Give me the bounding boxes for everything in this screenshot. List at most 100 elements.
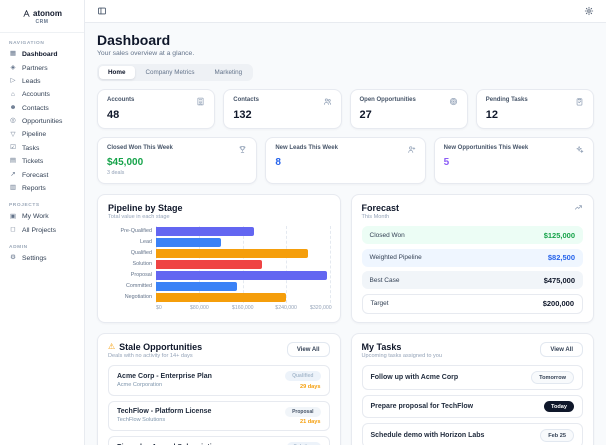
- forecast-subtitle: This Month: [361, 214, 390, 220]
- task-item-schedule-demo[interactable]: Schedule demo with Horizon Labs Feb 25: [361, 423, 583, 445]
- logo-sub: CRM: [35, 19, 49, 25]
- tab-marketing[interactable]: Marketing: [214, 69, 243, 76]
- sidebar-item-all-projects[interactable]: ◻ All Projects: [0, 224, 84, 237]
- due-badge: Today: [543, 401, 574, 412]
- sidebar-item-label: Opportunities: [22, 118, 63, 126]
- sidebar-item-reports[interactable]: ▥ Reports: [0, 182, 84, 195]
- sidebar-item-label: Accounts: [22, 91, 50, 99]
- stage-badge: Qualified: [285, 371, 321, 381]
- forecast-row-closed-won: Closed Won $125,000: [361, 226, 583, 244]
- kpi-value: 132: [233, 109, 252, 121]
- kpi-label: Contacts: [233, 97, 259, 103]
- task-item-follow-up[interactable]: Follow up with Acme Corp Tomorrow: [361, 365, 583, 390]
- stale-title: Stale Opportunities: [119, 342, 203, 352]
- tab-home[interactable]: Home: [99, 66, 135, 79]
- forecast-row-weighted-pipeline: Weighted Pipeline $82,500: [361, 248, 583, 267]
- sidebar-toggle-icon[interactable]: [97, 6, 107, 16]
- forecast-card: Forecast This Month Closed Won $125,000 …: [350, 194, 594, 323]
- sidebar-item-forecast[interactable]: ↗ Forecast: [0, 168, 84, 181]
- pipeline-bar-pre-qualified: [156, 227, 254, 236]
- stale-view-all-button[interactable]: View All: [286, 342, 330, 357]
- sidebar-item-label: Settings: [22, 255, 47, 263]
- pipeline-bar-chart: Pre-Qualified Lead Qualified Solution Pr…: [108, 226, 332, 314]
- sidebar-item-tickets[interactable]: ▤ Tickets: [0, 155, 84, 168]
- forecast-icon: ↗: [10, 170, 16, 178]
- stale-opportunities-card: ⚠ Stale Opportunities Deals with no acti…: [97, 333, 341, 445]
- sidebar-item-leads[interactable]: ▷ Leads: [0, 75, 84, 88]
- main-area: Dashboard Your sales overview at a glanc…: [85, 0, 606, 445]
- sidebar: atonom CRM Navigation ▦ Dashboard ◈ Part…: [0, 0, 85, 445]
- charts-row: Pipeline by Stage Total value in each st…: [97, 194, 594, 323]
- stage-badge: Proposal: [285, 406, 321, 417]
- partners-icon: ◈: [10, 63, 16, 71]
- app-logo: atonom CRM: [0, 0, 84, 33]
- sidebar-item-contacts[interactable]: ☻ Contacts: [0, 102, 84, 115]
- sidebar-item-dashboard[interactable]: ▦ Dashboard: [0, 48, 84, 61]
- opportunities-icon: ◎: [10, 117, 16, 125]
- kpi-value: 27: [359, 109, 372, 121]
- forecast-row-target: Target $200,000: [361, 293, 583, 314]
- kpi-card-contacts[interactable]: Contacts 132: [223, 89, 342, 129]
- stat-row: Closed Won This Week $45,000 3 deals New…: [97, 137, 594, 184]
- settings-gear-icon[interactable]: [584, 6, 594, 16]
- sidebar-item-pipeline[interactable]: ▽ Pipeline: [0, 128, 84, 141]
- reports-icon: ▥: [9, 184, 17, 192]
- pipeline-bar-proposal: [156, 271, 327, 280]
- user-plus-icon: [407, 145, 416, 154]
- nav-section-projects: Projects: [9, 203, 40, 209]
- stale-item-acme[interactable]: Acme Corp - Enterprise Plan Acme Corpora…: [108, 365, 330, 396]
- target-icon: [449, 97, 458, 106]
- pipeline-bar-solution: [156, 260, 262, 269]
- stale-item-techflow[interactable]: TechFlow - Platform License TechFlow Sol…: [108, 400, 330, 431]
- stat-card-closed-won[interactable]: Closed Won This Week $45,000 3 deals: [97, 137, 258, 184]
- sidebar-item-partners[interactable]: ◈ Partners: [0, 61, 84, 74]
- stat-card-new-leads[interactable]: New Leads This Week 8: [265, 137, 426, 184]
- kpi-label: Pending Tasks: [485, 97, 528, 103]
- pipeline-icon: ▽: [10, 130, 16, 138]
- kpi-value: 48: [107, 109, 120, 121]
- chart-plot-area: [156, 226, 331, 303]
- stat-card-new-opportunities[interactable]: New Opportunities This Week 5: [433, 137, 594, 184]
- clipboard-check-icon: [575, 97, 584, 106]
- tab-company-metrics[interactable]: Company Metrics: [145, 69, 195, 76]
- sidebar-item-opportunities[interactable]: ◎ Opportunities: [0, 115, 84, 128]
- forecast-row-best-case: Best Case $475,000: [361, 271, 583, 289]
- chart-x-axis-labels: $0 $80,000 $160,000 $240,000 $320,000: [156, 305, 332, 311]
- nav-section-navigation: Navigation: [9, 41, 45, 46]
- sidebar-item-label: All Projects: [22, 226, 56, 234]
- users-icon: [323, 97, 332, 106]
- stat-label: New Opportunities This Week: [443, 145, 529, 151]
- sidebar-item-accounts[interactable]: ⌂ Accounts: [0, 88, 84, 101]
- forecast-title: Forecast: [361, 203, 400, 213]
- sidebar-item-settings[interactable]: ⚙ Settings: [0, 252, 84, 265]
- tasks-view-all-button[interactable]: View All: [540, 342, 583, 357]
- stale-days: 21 days: [299, 419, 321, 425]
- sidebar-item-my-work[interactable]: ▣ My Work: [0, 210, 84, 223]
- settings-icon: ⚙: [10, 254, 16, 262]
- dashboard-icon: ▦: [9, 50, 17, 58]
- kpi-card-open-opportunities[interactable]: Open Opportunities 27: [349, 89, 468, 129]
- task-item-prepare-proposal[interactable]: Prepare proposal for TechFlow Today: [361, 395, 583, 418]
- stale-subtitle: Deals with no activity for 14+ days: [108, 353, 193, 359]
- pipeline-by-stage-card: Pipeline by Stage Total value in each st…: [97, 194, 341, 323]
- pipeline-bar-negotiation: [156, 293, 287, 302]
- sidebar-item-label: Pipeline: [22, 131, 47, 139]
- kpi-value: 12: [485, 109, 498, 121]
- leads-icon: ▷: [10, 77, 16, 85]
- stale-days: 29 days: [299, 383, 321, 390]
- chart-y-axis-labels: Pre-Qualified Lead Qualified Solution Pr…: [120, 228, 152, 300]
- my-work-icon: ▣: [9, 212, 17, 220]
- sidebar-item-tasks[interactable]: ☑ Tasks: [0, 142, 84, 155]
- kpi-label: Accounts: [107, 97, 135, 103]
- kpi-card-accounts[interactable]: Accounts 48: [97, 89, 216, 129]
- sidebar-item-label: Forecast: [22, 171, 49, 179]
- stale-item-pinnacle[interactable]: Pinnacle - Annual Subscription Pinnacle …: [108, 436, 330, 445]
- stat-value: 5: [443, 157, 450, 168]
- tasks-icon: ☑: [10, 144, 16, 152]
- logo-icon: [22, 9, 31, 18]
- stat-value: $45,000: [107, 157, 144, 168]
- building-icon: [196, 97, 205, 106]
- pipeline-bar-lead: [156, 238, 222, 247]
- sidebar-item-label: Dashboard: [22, 51, 58, 59]
- kpi-card-pending-tasks[interactable]: Pending Tasks 12: [475, 89, 594, 129]
